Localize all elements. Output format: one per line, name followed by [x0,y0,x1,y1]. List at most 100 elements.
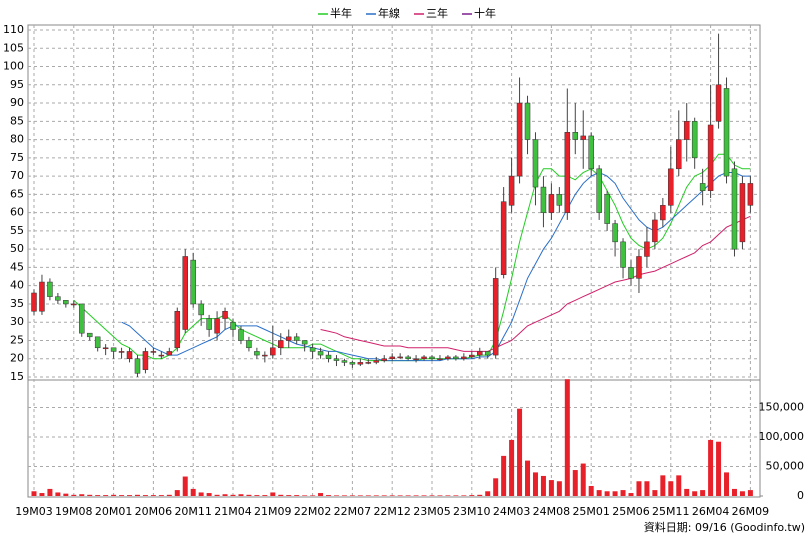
y-tick-label: 55 [10,224,24,237]
volume-bar [238,494,244,496]
candle-body [739,183,746,243]
candle-body [461,356,467,359]
volume-bar [413,495,419,496]
volume-bar [405,495,411,496]
candle-body [429,356,435,359]
y-tick-label: 95 [10,78,24,91]
volume-bar [716,441,722,496]
candle-body [357,362,364,365]
candle-body [55,296,61,301]
candle-body [636,256,642,279]
y-tick-label: 85 [10,114,24,127]
volume-bar [724,472,730,496]
volume-bar [95,495,101,496]
volume-bar [79,494,85,496]
candle-body [325,354,332,359]
volume-bar [469,495,475,496]
candle-body [683,121,690,140]
volume-bar [668,481,674,496]
volume-bar [318,493,324,496]
volume-bar [700,490,706,496]
volume-bar [429,495,435,496]
candle-body [715,84,722,122]
candle-body [86,332,93,338]
volume-bar [87,494,93,496]
y-tick-label: 80 [10,133,24,146]
candle-body [222,311,228,319]
volume-bar [31,491,37,496]
volume-bar [326,495,332,496]
candle-body [405,356,411,359]
candle-body [365,362,372,364]
candle-body [516,102,523,177]
volume-bar [222,494,228,496]
volume-bar [357,495,363,496]
volume-bar [739,491,745,496]
candle-body [254,351,260,356]
x-tick-label: 25M11 [652,505,690,518]
candle-body [723,88,730,177]
candle-body [126,351,133,359]
volume-bar [445,495,451,496]
y2-tick-label: 100,000 [759,430,805,443]
candle-body [198,303,204,316]
legend-label: 十年 [474,6,496,20]
x-tick-label: 25M01 [572,505,610,518]
y-tick-label: 110 [3,23,24,36]
volume-bar [509,439,515,496]
y2-tick-label: 0 [797,489,804,502]
volume-bar [254,495,260,496]
volume-bar [437,495,443,496]
volume-bar [278,494,284,496]
candle-body [182,256,188,330]
volume-bar [103,495,109,496]
y-tick-label: 70 [10,169,24,182]
x-tick-label: 20M11 [174,505,212,518]
volume-bar [55,492,61,496]
candle-body [691,121,698,159]
volume-bar [190,488,196,496]
x-tick-label: 19M03 [15,505,53,518]
candle-body [39,281,45,312]
candle-body [190,259,196,305]
volume-bar [341,495,347,496]
x-tick-label: 21M04 [214,505,252,518]
volume-bar [381,495,387,496]
candle-body [492,278,499,356]
y2-tick-label: 150,000 [759,401,805,414]
candle-body [524,102,531,140]
volume-bar [620,490,626,496]
volume-bar [150,495,156,496]
x-tick-label: 23M05 [413,505,451,518]
volume-bar [612,491,618,496]
volume-bar [166,494,172,496]
candle-body [660,205,666,221]
candle-body [564,132,571,213]
volume-bar [548,480,554,496]
candle-body [421,356,427,359]
y-tick-label: 60 [10,206,24,219]
volume-bar [580,463,586,496]
volume-bar [142,495,148,496]
volume-bar [389,495,395,496]
candle-body [110,347,117,352]
y-tick-label: 105 [3,41,24,54]
y-tick-label: 65 [10,187,24,200]
candle-body [484,351,491,356]
volume-bar [660,475,666,496]
x-tick-label: 22M02 [294,505,332,518]
candle-body [445,356,451,359]
candle-body [699,183,706,191]
volume-bar [532,472,538,496]
plot-frame [27,24,761,498]
candle-body [262,354,268,357]
candle-body [580,135,586,140]
candle-body [301,340,308,345]
x-tick-label: 22M12 [373,505,411,518]
legend-label: 年線 [378,6,400,20]
volume-bar [246,494,252,496]
volume-bar [230,494,236,496]
volume-bar [111,494,117,496]
volume-bar [206,493,212,496]
volume-bar [708,439,714,496]
